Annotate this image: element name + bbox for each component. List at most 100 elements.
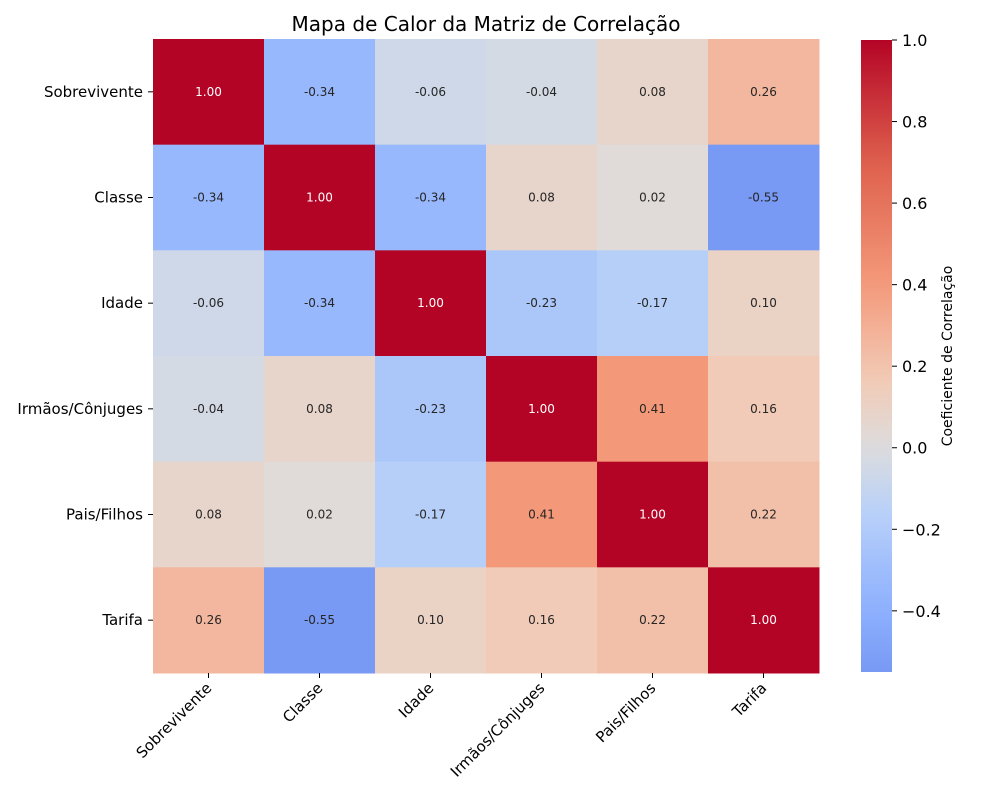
column-label: Classe [279,679,326,726]
heatmap-cell [153,356,265,463]
heatmap-cell [708,39,820,146]
heatmap-cell [375,250,487,357]
row-label: Pais/Filhos [66,506,143,524]
heatmap-cell [375,39,487,146]
column-label: Tarifa [728,679,770,721]
colorbar-tick-label: −0.4 [902,602,941,621]
heatmap-cell [153,461,265,568]
heatmap-cell [597,39,709,146]
cell-value-label: 0.08 [306,402,333,416]
cell-value-label: 1.00 [750,613,777,627]
cell-value-label: 1.00 [195,85,222,99]
column-label: Pais/Filhos [592,679,659,746]
heatmap-cell [264,356,376,463]
heatmap-cell [264,39,376,146]
heatmap-cell [375,461,487,568]
colorbar: 1.0 0.8 0.6 0.4 0.2 0.0 −0.2 −0.4 Coeficiente d… [861,31,956,672]
heatmap-cell [597,461,709,568]
cell-value-label: -0.23 [415,402,446,416]
cell-value-label: -0.17 [637,296,668,310]
column-label: Irmãos/Cônjuges [447,679,549,781]
heatmap-cell [486,461,598,568]
heatmap-cell [486,144,598,251]
cell-value-label: -0.06 [193,296,224,310]
heatmap-cell [153,39,265,146]
heatmap-cell [708,356,820,463]
heatmap-cell [153,144,265,251]
cell-value-label: 0.10 [750,296,777,310]
heatmap-cell [597,356,709,463]
cell-value-label: 0.41 [639,402,666,416]
column-labels: Sobrevivente Classe Idade Irmãos/Cônjuges Pa… [133,673,770,781]
row-label: Classe [94,189,143,207]
cell-value-label: 1.00 [528,402,555,416]
cell-value-label: -0.34 [304,85,335,99]
column-label: Idade [395,679,437,721]
heatmap-cell [708,250,820,357]
colorbar-tick-label: 1.0 [902,31,927,50]
heatmap-cell [486,250,598,357]
heatmap-cell [597,567,709,674]
cell-value-label: 0.41 [528,508,555,522]
cell-value-label: -0.04 [526,85,557,99]
cell-value-label: 0.08 [195,508,222,522]
heatmap-cells: 1.00 -0.34 -0.06 -0.04 0.08 0.26 -0.34 1.00 -0.3… [153,39,820,674]
cell-value-label: 0.02 [639,191,666,205]
cell-value-label: 1.00 [417,296,444,310]
cell-value-label: 0.02 [306,508,333,522]
heatmap-cell [264,567,376,674]
cell-value-label: 0.22 [750,508,777,522]
row-label: Sobrevivente [44,83,143,101]
heatmap-cell [708,144,820,251]
colorbar-tick-label: 0.4 [902,276,927,295]
heatmap-cell [264,461,376,568]
heatmap-cell [708,461,820,568]
row-label: Tarifa [101,611,143,629]
cell-value-label: 0.26 [750,85,777,99]
cell-value-label: -0.17 [415,508,446,522]
heatmap-cell [153,567,265,674]
cell-value-label: -0.04 [193,402,224,416]
cell-value-label: -0.06 [415,85,446,99]
cell-value-label: 0.08 [528,191,555,205]
heatmap-cell [486,356,598,463]
heatmap-cell [708,567,820,674]
heatmap-cell [486,567,598,674]
chart-title: Mapa de Calor da Matriz de Correlação [292,12,681,36]
heatmap-cell [375,567,487,674]
cell-value-label: 0.16 [528,613,555,627]
heatmap-cell [264,250,376,357]
heatmap-cell [375,144,487,251]
cell-value-label: -0.34 [193,191,224,205]
heatmap-cell [486,39,598,146]
cell-value-label: -0.34 [304,296,335,310]
colorbar-gradient [861,40,892,672]
heatmap-cell [597,144,709,251]
row-label: Irmãos/Cônjuges [17,400,143,418]
cell-value-label: -0.55 [304,613,335,627]
row-labels: Sobrevivente Classe Idade Irmãos/Cônjuges Pa… [17,83,153,629]
heatmap-cell [597,250,709,357]
cell-value-label: 1.00 [639,508,666,522]
colorbar-ticks: 1.0 0.8 0.6 0.4 0.2 0.0 −0.2 −0.4 [892,31,941,621]
colorbar-tick-label: 0.2 [902,357,927,376]
heatmap-cell [375,356,487,463]
heatmap-cell [264,144,376,251]
column-label: Sobrevivente [133,679,216,762]
colorbar-tick-label: −0.2 [902,520,941,539]
cell-value-label: -0.23 [526,296,557,310]
colorbar-label: Coeficiente de Correlação [940,266,956,447]
heatmap-cell [153,250,265,357]
colorbar-tick-label: 0.8 [902,113,927,132]
colorbar-tick-label: 0.0 [902,439,927,458]
cell-value-label: -0.34 [415,191,446,205]
cell-value-label: 1.00 [306,191,333,205]
cell-value-label: 0.22 [639,613,666,627]
cell-value-label: 0.10 [417,613,444,627]
cell-value-label: -0.55 [748,191,779,205]
row-label: Idade [101,294,143,312]
cell-value-label: 0.26 [195,613,222,627]
colorbar-tick-label: 0.6 [902,194,927,213]
cell-value-label: 0.16 [750,402,777,416]
